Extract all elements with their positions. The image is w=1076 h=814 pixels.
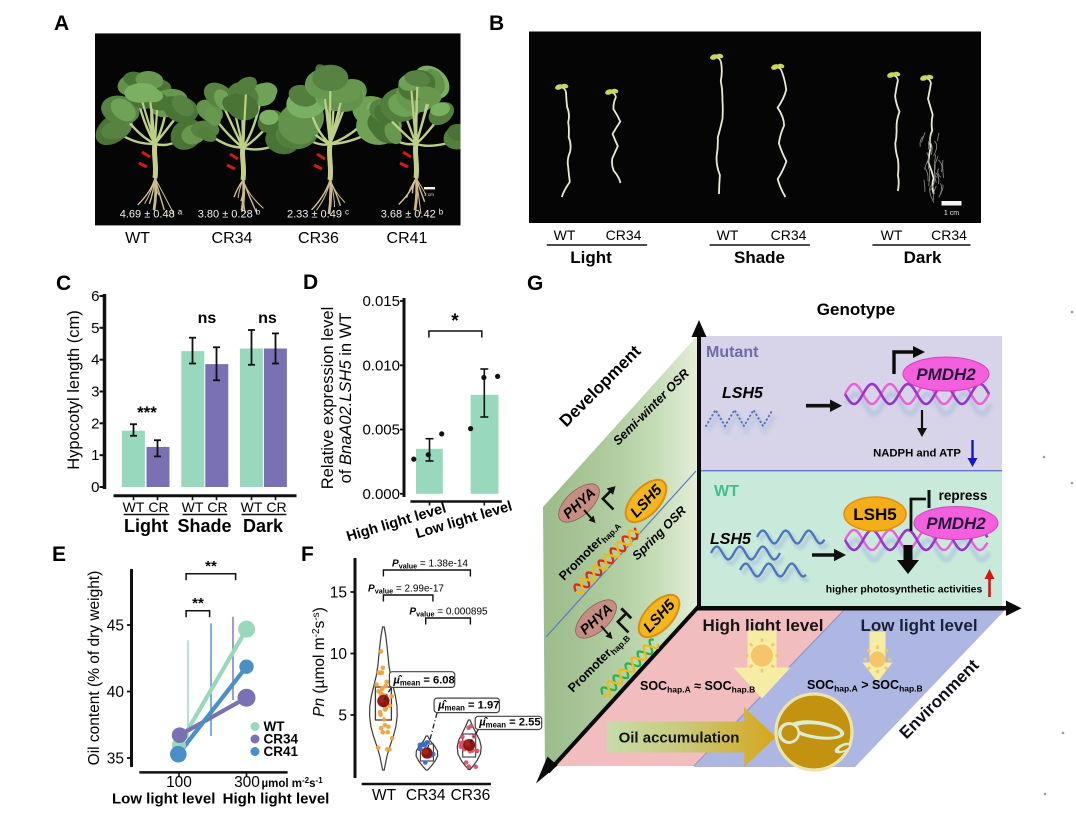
svg-text:CR34: CR34 — [406, 787, 446, 804]
svg-text:0.010: 0.010 — [362, 357, 400, 374]
svg-text:WT: WT — [717, 227, 739, 243]
svg-text:CR: CR — [266, 499, 286, 515]
svg-text:Dark: Dark — [904, 248, 942, 267]
svg-text:15: 15 — [330, 585, 347, 602]
svg-text:CR34: CR34 — [931, 227, 967, 243]
svg-text:Dark: Dark — [243, 516, 284, 536]
svg-text:**: ** — [192, 595, 204, 612]
svg-text:WT: WT — [123, 499, 145, 515]
svg-text:Genotype: Genotype — [817, 300, 895, 319]
svg-text:D: D — [303, 271, 318, 294]
svg-text:Pvalue = 1.38e-14: Pvalue = 1.38e-14 — [392, 559, 468, 571]
svg-text:CR: CR — [207, 499, 227, 515]
svg-text:Oil accumulation: Oil accumulation — [619, 730, 740, 747]
svg-text:40: 40 — [107, 684, 125, 701]
svg-text:1 cm: 1 cm — [424, 192, 434, 197]
svg-text:1 cm: 1 cm — [944, 210, 959, 217]
svg-text:10: 10 — [330, 646, 348, 663]
svg-text:4.69 ± 0.48 a: 4.69 ± 0.48 a — [120, 208, 183, 221]
svg-text:µmol m-2s-1: µmol m-2s-1 — [262, 776, 324, 790]
svg-text:LSH5: LSH5 — [710, 531, 752, 548]
svg-text:CR: CR — [148, 499, 168, 515]
svg-text:ns: ns — [258, 310, 277, 327]
svg-text:LSH5: LSH5 — [853, 505, 896, 524]
svg-text:Mutant: Mutant — [706, 344, 759, 361]
svg-text:CR34: CR34 — [771, 227, 807, 243]
svg-text:2: 2 — [91, 415, 99, 432]
svg-text:ns: ns — [198, 310, 217, 327]
svg-text:Pvalue = 0.000895: Pvalue = 0.000895 — [409, 607, 488, 619]
svg-text:PMDH2: PMDH2 — [916, 365, 976, 384]
svg-text:35: 35 — [107, 751, 124, 768]
svg-text:CR36: CR36 — [298, 230, 339, 247]
svg-text:High light level: High light level — [703, 616, 824, 635]
svg-text:Shade: Shade — [734, 248, 785, 267]
svg-text:WT: WT — [241, 499, 263, 515]
svg-text:µ̂mean = 6.08: µ̂mean = 6.08 — [392, 674, 454, 687]
svg-text:B: B — [489, 12, 504, 35]
svg-text:Pn (µmol m-2s-s): Pn (µmol m-2s-s) — [311, 607, 328, 717]
svg-text:WT: WT — [264, 719, 286, 734]
svg-text:repress: repress — [939, 488, 988, 503]
svg-text:CR34: CR34 — [606, 227, 642, 243]
svg-text:WT: WT — [554, 227, 576, 243]
svg-text:WT: WT — [125, 230, 150, 247]
svg-text:CR41: CR41 — [387, 230, 428, 247]
svg-text:2.33 ± 0.49 c: 2.33 ± 0.49 c — [287, 208, 349, 221]
svg-text:4: 4 — [91, 352, 99, 369]
svg-text:WT: WT — [182, 499, 204, 515]
svg-text:5: 5 — [91, 320, 99, 337]
svg-text:High light level: High light level — [223, 791, 330, 808]
svg-text:A: A — [54, 12, 69, 35]
svg-text:6: 6 — [91, 288, 99, 305]
svg-text:G: G — [527, 272, 543, 295]
svg-text:Low light level: Low light level — [112, 791, 215, 808]
svg-text:Low light level: Low light level — [860, 616, 977, 635]
svg-text:Light: Light — [570, 248, 612, 267]
svg-text:C: C — [56, 272, 71, 295]
svg-text:**: ** — [205, 558, 217, 575]
svg-text:WT: WT — [881, 227, 903, 243]
svg-text:3: 3 — [91, 384, 99, 401]
svg-text:5: 5 — [338, 708, 347, 725]
svg-text:45: 45 — [107, 618, 124, 635]
svg-text:E: E — [52, 543, 66, 566]
svg-text:CR34: CR34 — [264, 732, 299, 747]
svg-text:Hypocotyl length (cm): Hypocotyl length (cm) — [65, 310, 83, 470]
svg-text:3.68 ± 0.42 b: 3.68 ± 0.42 b — [381, 208, 444, 221]
svg-text:LSH5: LSH5 — [722, 385, 764, 402]
svg-text:300: 300 — [234, 774, 260, 791]
svg-text:µ̂mean = 2.55: µ̂mean = 2.55 — [478, 717, 540, 730]
svg-text:WT: WT — [372, 787, 397, 804]
svg-text:F: F — [301, 543, 314, 566]
svg-text:of BnaA02.LSH5 in WT: of BnaA02.LSH5 in WT — [337, 313, 355, 484]
svg-text:Relative expression level: Relative expression level — [319, 307, 337, 490]
svg-text:1: 1 — [91, 447, 99, 464]
svg-text:Oil content (% of dry weight): Oil content (% of dry weight) — [86, 571, 103, 766]
svg-text:0.005: 0.005 — [362, 422, 400, 439]
svg-text:WT: WT — [714, 483, 739, 500]
svg-text:Light: Light — [124, 516, 168, 536]
svg-text:***: *** — [137, 403, 157, 422]
svg-text:µ̂mean = 1.97: µ̂mean = 1.97 — [437, 700, 499, 713]
svg-text:Shade: Shade — [177, 516, 231, 536]
svg-text:Pvalue = 2.99e-17: Pvalue = 2.99e-17 — [368, 584, 444, 596]
svg-text:CR41: CR41 — [264, 744, 299, 759]
svg-text:0.015: 0.015 — [362, 293, 400, 310]
svg-text:0: 0 — [91, 479, 99, 496]
svg-text:*: * — [451, 311, 459, 332]
svg-text:CR36: CR36 — [451, 787, 491, 804]
svg-text:CR34: CR34 — [212, 230, 253, 247]
svg-text:3.80 ± 0.28 b: 3.80 ± 0.28 b — [198, 208, 261, 221]
svg-text:NADPH and ATP: NADPH and ATP — [873, 448, 961, 460]
svg-text:0.000: 0.000 — [362, 486, 400, 503]
svg-text:100: 100 — [166, 774, 192, 791]
svg-text:higher photosynthetic activiti: higher photosynthetic activities — [826, 585, 983, 596]
svg-text:PMDH2: PMDH2 — [926, 514, 986, 533]
